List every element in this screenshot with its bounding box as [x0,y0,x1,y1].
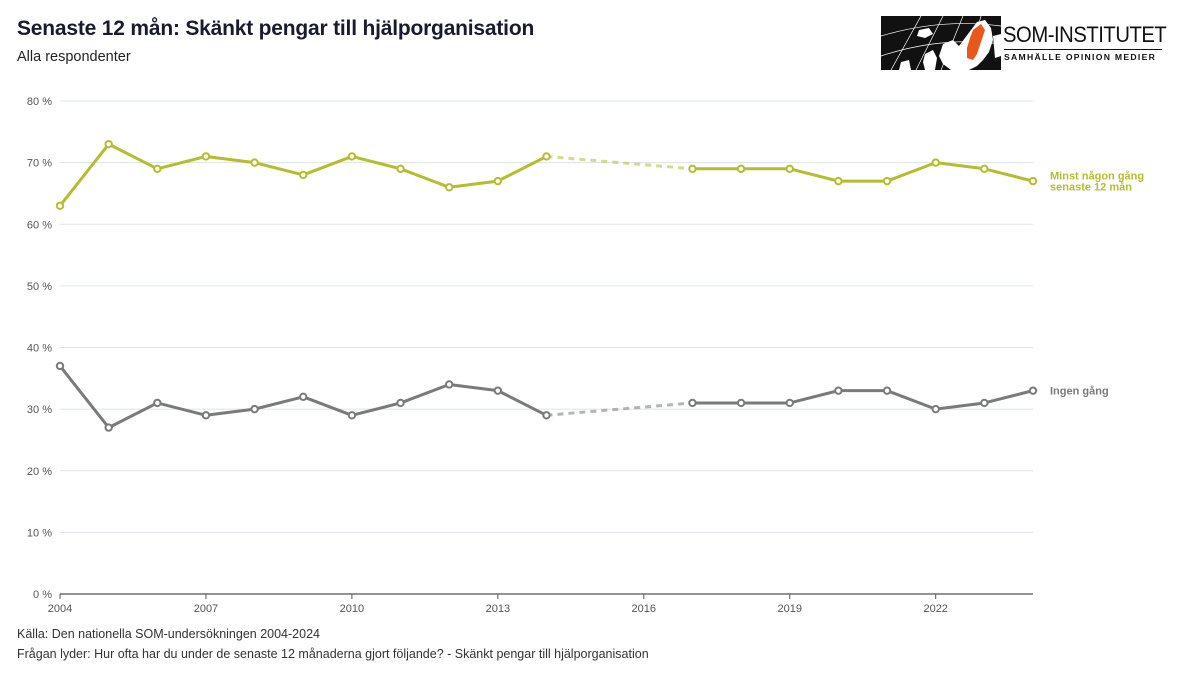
x-tick-label: 2022 [923,603,947,615]
data-point[interactable] [493,176,503,186]
data-point[interactable] [688,164,697,173]
y-tick-label: 20 % [27,466,52,478]
y-tick-label: 40 % [27,343,52,355]
data-point[interactable] [785,398,794,408]
data-point[interactable] [396,164,405,173]
data-point[interactable] [931,404,940,414]
data-point[interactable] [542,152,551,161]
x-tick-label: 2019 [778,603,802,615]
x-tick-label: 2016 [632,603,656,615]
chart-subtitle: Alla respondenter [17,49,131,65]
data-point[interactable] [445,183,454,192]
series-minst-nagon-gang [55,139,1038,210]
data-point[interactable] [882,386,892,395]
data-point[interactable] [931,158,940,167]
data-point[interactable] [250,404,259,414]
gridlines [60,100,1033,533]
series-ingen-gang [55,361,1038,432]
som-institutet-logo: SOM-INSTITUTET SAMHÄLLE OPINION MEDIER [881,16,1167,70]
logo-name: SOM-INSTITUTET [1003,22,1167,47]
y-tick-label: 80 % [27,96,52,108]
y-tick-label: 50 % [27,281,52,293]
data-point[interactable] [153,164,162,173]
data-point[interactable] [736,164,746,173]
data-point[interactable] [347,152,357,161]
logo-divider [1004,49,1162,50]
series-label: Ingen gång [1050,386,1109,398]
data-point[interactable] [250,158,259,167]
data-point[interactable] [104,139,113,149]
data-point[interactable] [785,164,794,173]
data-point[interactable] [834,176,843,186]
data-point[interactable] [55,201,65,210]
series-label: senaste 12 mån [1050,182,1132,194]
data-point[interactable] [299,392,308,401]
data-point[interactable] [834,386,843,395]
series-line [692,161,1034,183]
question-note: Frågan lyder: Hur ofta har du under de s… [17,647,649,661]
data-point[interactable] [396,398,405,408]
data-point[interactable] [347,411,357,420]
data-point[interactable] [1028,176,1038,186]
x-tick-label: 2010 [340,603,364,615]
series-line [692,389,1034,411]
data-point[interactable] [542,411,551,420]
data-point[interactable] [153,398,162,408]
data-point[interactable] [1028,386,1038,395]
data-point[interactable] [688,398,697,408]
data-point[interactable] [736,398,746,408]
gap-connector [546,401,693,417]
y-tick-label: 10 % [27,527,52,539]
data-point[interactable] [493,386,503,395]
y-axis: 0 % 10 % 20 % 30 % 40 % 50 % 60 % 70 % 80 % [27,96,52,601]
x-axis: 2004 2007 2010 2013 2016 2019 2022 [48,593,1033,615]
data-point[interactable] [201,152,211,161]
chart-title: Senaste 12 mån: Skänkt pengar till hjälp… [17,17,535,40]
data-point[interactable] [445,380,454,389]
data-point[interactable] [882,176,892,186]
data-point[interactable] [980,164,989,173]
x-tick-label: 2013 [486,603,510,615]
data-point[interactable] [201,411,211,420]
x-tick-label: 2007 [194,603,218,615]
data-point[interactable] [299,170,308,180]
gap-connector [546,154,693,171]
data-point[interactable] [55,361,65,371]
scandinavia-map-icon [881,16,1001,70]
series-group [55,139,1038,432]
data-point[interactable] [104,423,113,432]
logo-tagline: SAMHÄLLE OPINION MEDIER [1004,52,1157,62]
y-tick-label: 60 % [27,219,52,231]
data-point[interactable] [980,398,989,408]
x-tick-label: 2004 [48,603,72,615]
series-label: Minst någon gång [1050,171,1144,183]
y-tick-label: 30 % [27,404,52,416]
y-tick-label: 0 % [33,589,52,601]
source-note: Källa: Den nationella SOM-undersökningen… [17,627,320,641]
y-tick-label: 70 % [27,158,52,170]
